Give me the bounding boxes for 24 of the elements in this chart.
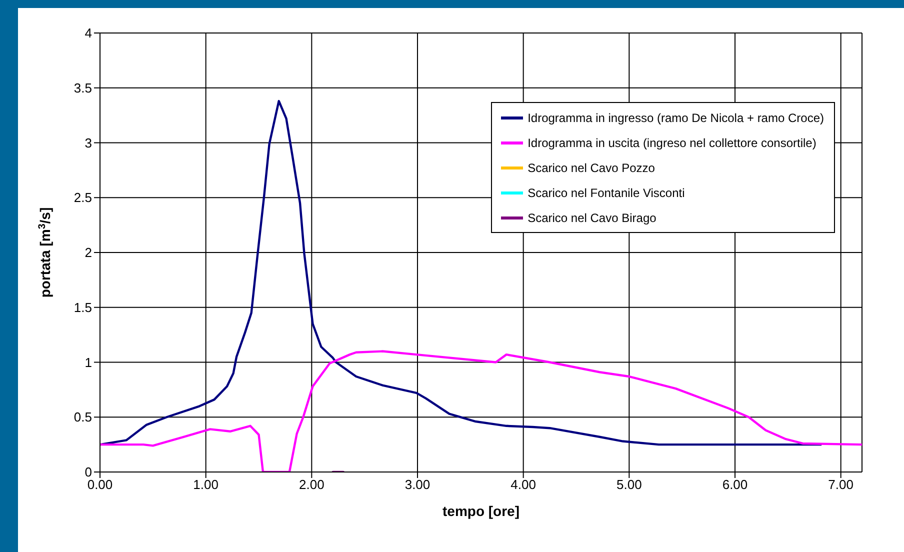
legend-label: Scarico nel Cavo Pozzo (528, 160, 655, 174)
legend-label: Idrogramma in uscita (ingreso nel collettore consortile) (528, 136, 816, 150)
x-tick-label: 0.00 (87, 477, 113, 492)
legend-label: Scarico nel Cavo Birago (528, 210, 656, 224)
y-tick-label: 3 (84, 135, 92, 150)
y-tick-label: 4 (84, 26, 92, 41)
y-tick-label: 0 (84, 464, 92, 480)
y-tick-label: 2 (84, 245, 92, 260)
legend-label: Idrogramma in ingresso (ramo De Nicola + ramo Croce) (528, 110, 824, 124)
y-tick-label: 1.5 (74, 300, 92, 315)
x-tick-label: 4.00 (510, 477, 536, 492)
x-tick-label: 3.00 (404, 477, 430, 492)
y-tick-label: 0.5 (74, 410, 92, 425)
legend-label: Scarico nel Fontanile Visconti (528, 186, 685, 200)
x-axis-title: tempo [ore] (442, 503, 520, 519)
x-tick-label: 5.00 (616, 477, 642, 492)
y-tick-label: 3.5 (74, 80, 92, 96)
x-tick-label: 2.00 (299, 477, 324, 492)
line-series (100, 100, 822, 446)
x-tick-label: 7.00 (828, 477, 854, 492)
y-tick-label: 2.5 (74, 190, 92, 206)
y-tick-label: 1 (84, 354, 92, 370)
x-tick-label: 1.00 (193, 477, 218, 492)
x-tick-label: 6.00 (722, 477, 748, 492)
